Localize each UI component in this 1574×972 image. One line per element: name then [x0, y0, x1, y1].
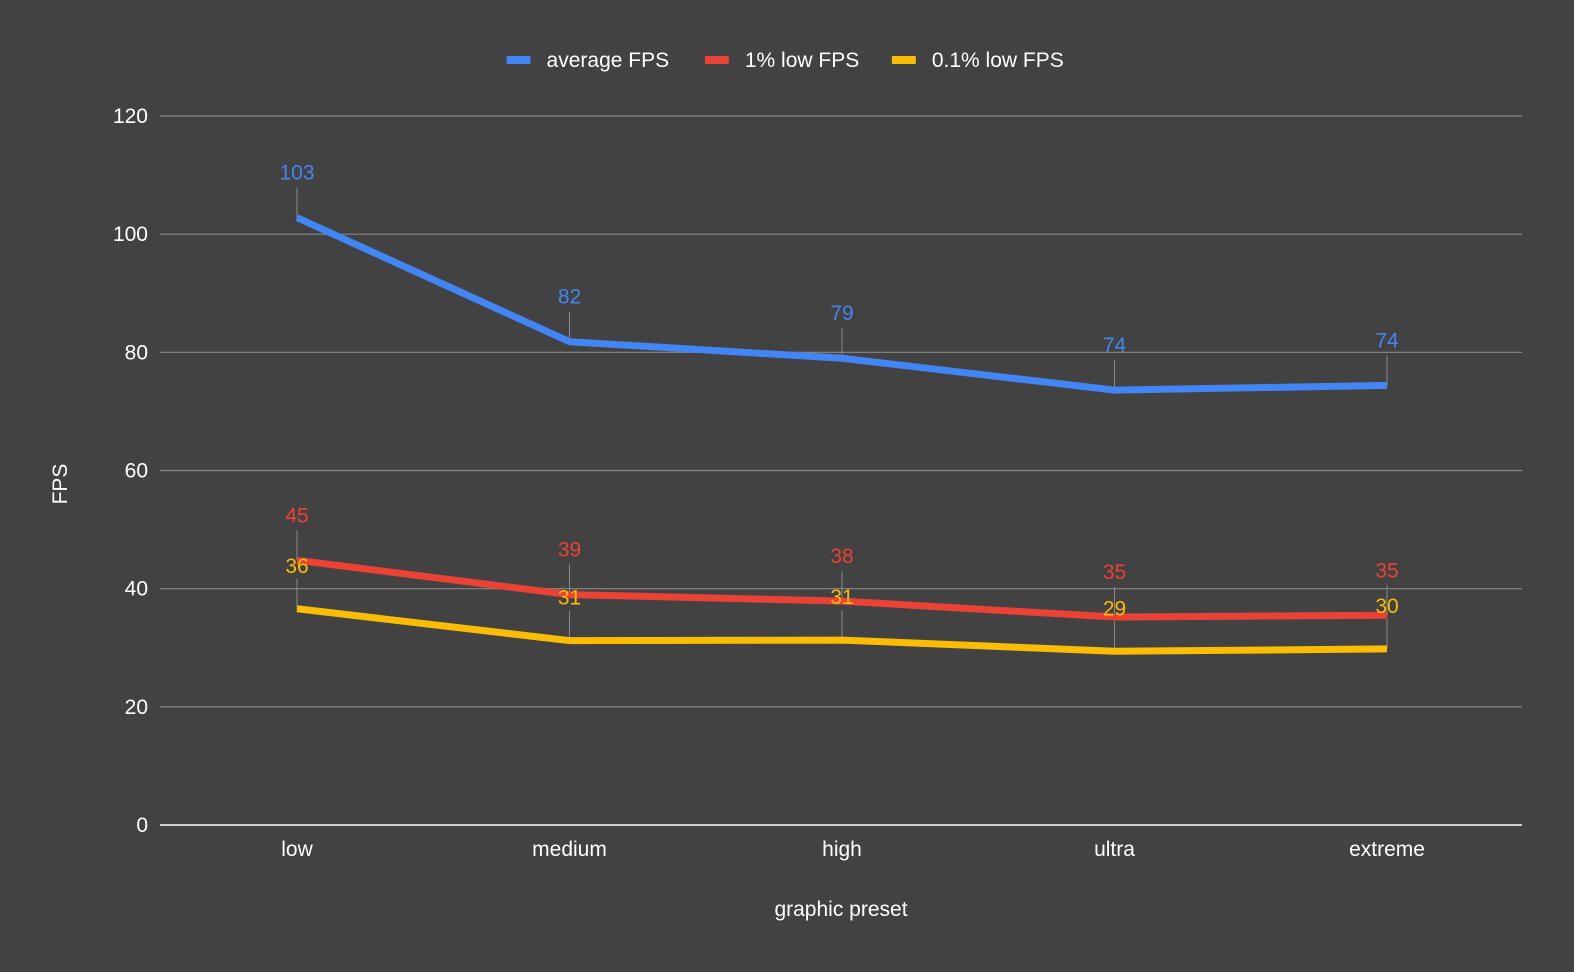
- legend-label-2: 0.1% low FPS: [932, 49, 1064, 72]
- data-label-0-4: 74: [1375, 329, 1399, 352]
- y-tick-label: 120: [113, 105, 148, 128]
- data-label-2-2: 31: [830, 586, 853, 609]
- legend-swatch-0: [506, 56, 531, 64]
- x-tick-label-ultra: ultra: [1094, 838, 1135, 861]
- data-label-1-2: 38: [830, 545, 853, 568]
- data-label-1-4: 35: [1375, 559, 1398, 582]
- series-line-1: [296, 556, 1388, 621]
- x-tick-label-low: low: [281, 838, 313, 861]
- y-tick-label: 40: [125, 578, 148, 601]
- legend-swatch-2: [891, 56, 916, 64]
- series-lines: [295, 214, 1388, 655]
- data-label-2-4: 30: [1375, 595, 1398, 618]
- legend: average FPS 1% low FPS 0.1% low FPS: [506, 49, 1064, 72]
- data-label-0-0: 103: [279, 162, 314, 185]
- data-label-2-1: 31: [558, 587, 581, 610]
- data-label-0-3: 74: [1103, 334, 1127, 357]
- y-axis-ticks: 0 20 40 60 80 100 120: [113, 105, 148, 837]
- data-labels: 103 82 79 74 74 45 39 38 35 35 36 31 31 29 30: [279, 162, 1399, 621]
- data-label-1-1: 39: [558, 539, 581, 562]
- x-tick-label-high: high: [822, 838, 862, 861]
- data-label-1-0: 45: [285, 504, 308, 527]
- y-tick-label: 100: [113, 223, 148, 246]
- series-line-0: [295, 214, 1388, 394]
- data-label-leaders: [296, 187, 1388, 652]
- data-label-2-3: 29: [1103, 597, 1126, 620]
- gridlines: [160, 115, 1522, 826]
- x-tick-label-extreme: extreme: [1349, 838, 1425, 861]
- data-label-1-3: 35: [1103, 561, 1126, 584]
- legend-label-1: 1% low FPS: [745, 49, 859, 72]
- y-tick-label: 80: [125, 341, 148, 364]
- x-tick-label-medium: medium: [532, 838, 607, 861]
- y-axis-title: FPS: [49, 464, 72, 505]
- x-axis-ticks: low medium high ultra extreme: [281, 838, 1425, 861]
- x-axis-title: graphic preset: [774, 898, 907, 921]
- data-label-0-1: 82: [558, 286, 581, 309]
- legend-label-0: average FPS: [547, 49, 670, 72]
- y-tick-label: 0: [136, 814, 148, 837]
- series-line-2: [296, 605, 1388, 655]
- y-tick-label: 60: [125, 460, 148, 483]
- data-label-0-2: 79: [830, 302, 853, 325]
- y-tick-label: 20: [125, 696, 148, 719]
- legend-swatch-1: [704, 56, 729, 64]
- data-label-2-0: 36: [285, 555, 308, 578]
